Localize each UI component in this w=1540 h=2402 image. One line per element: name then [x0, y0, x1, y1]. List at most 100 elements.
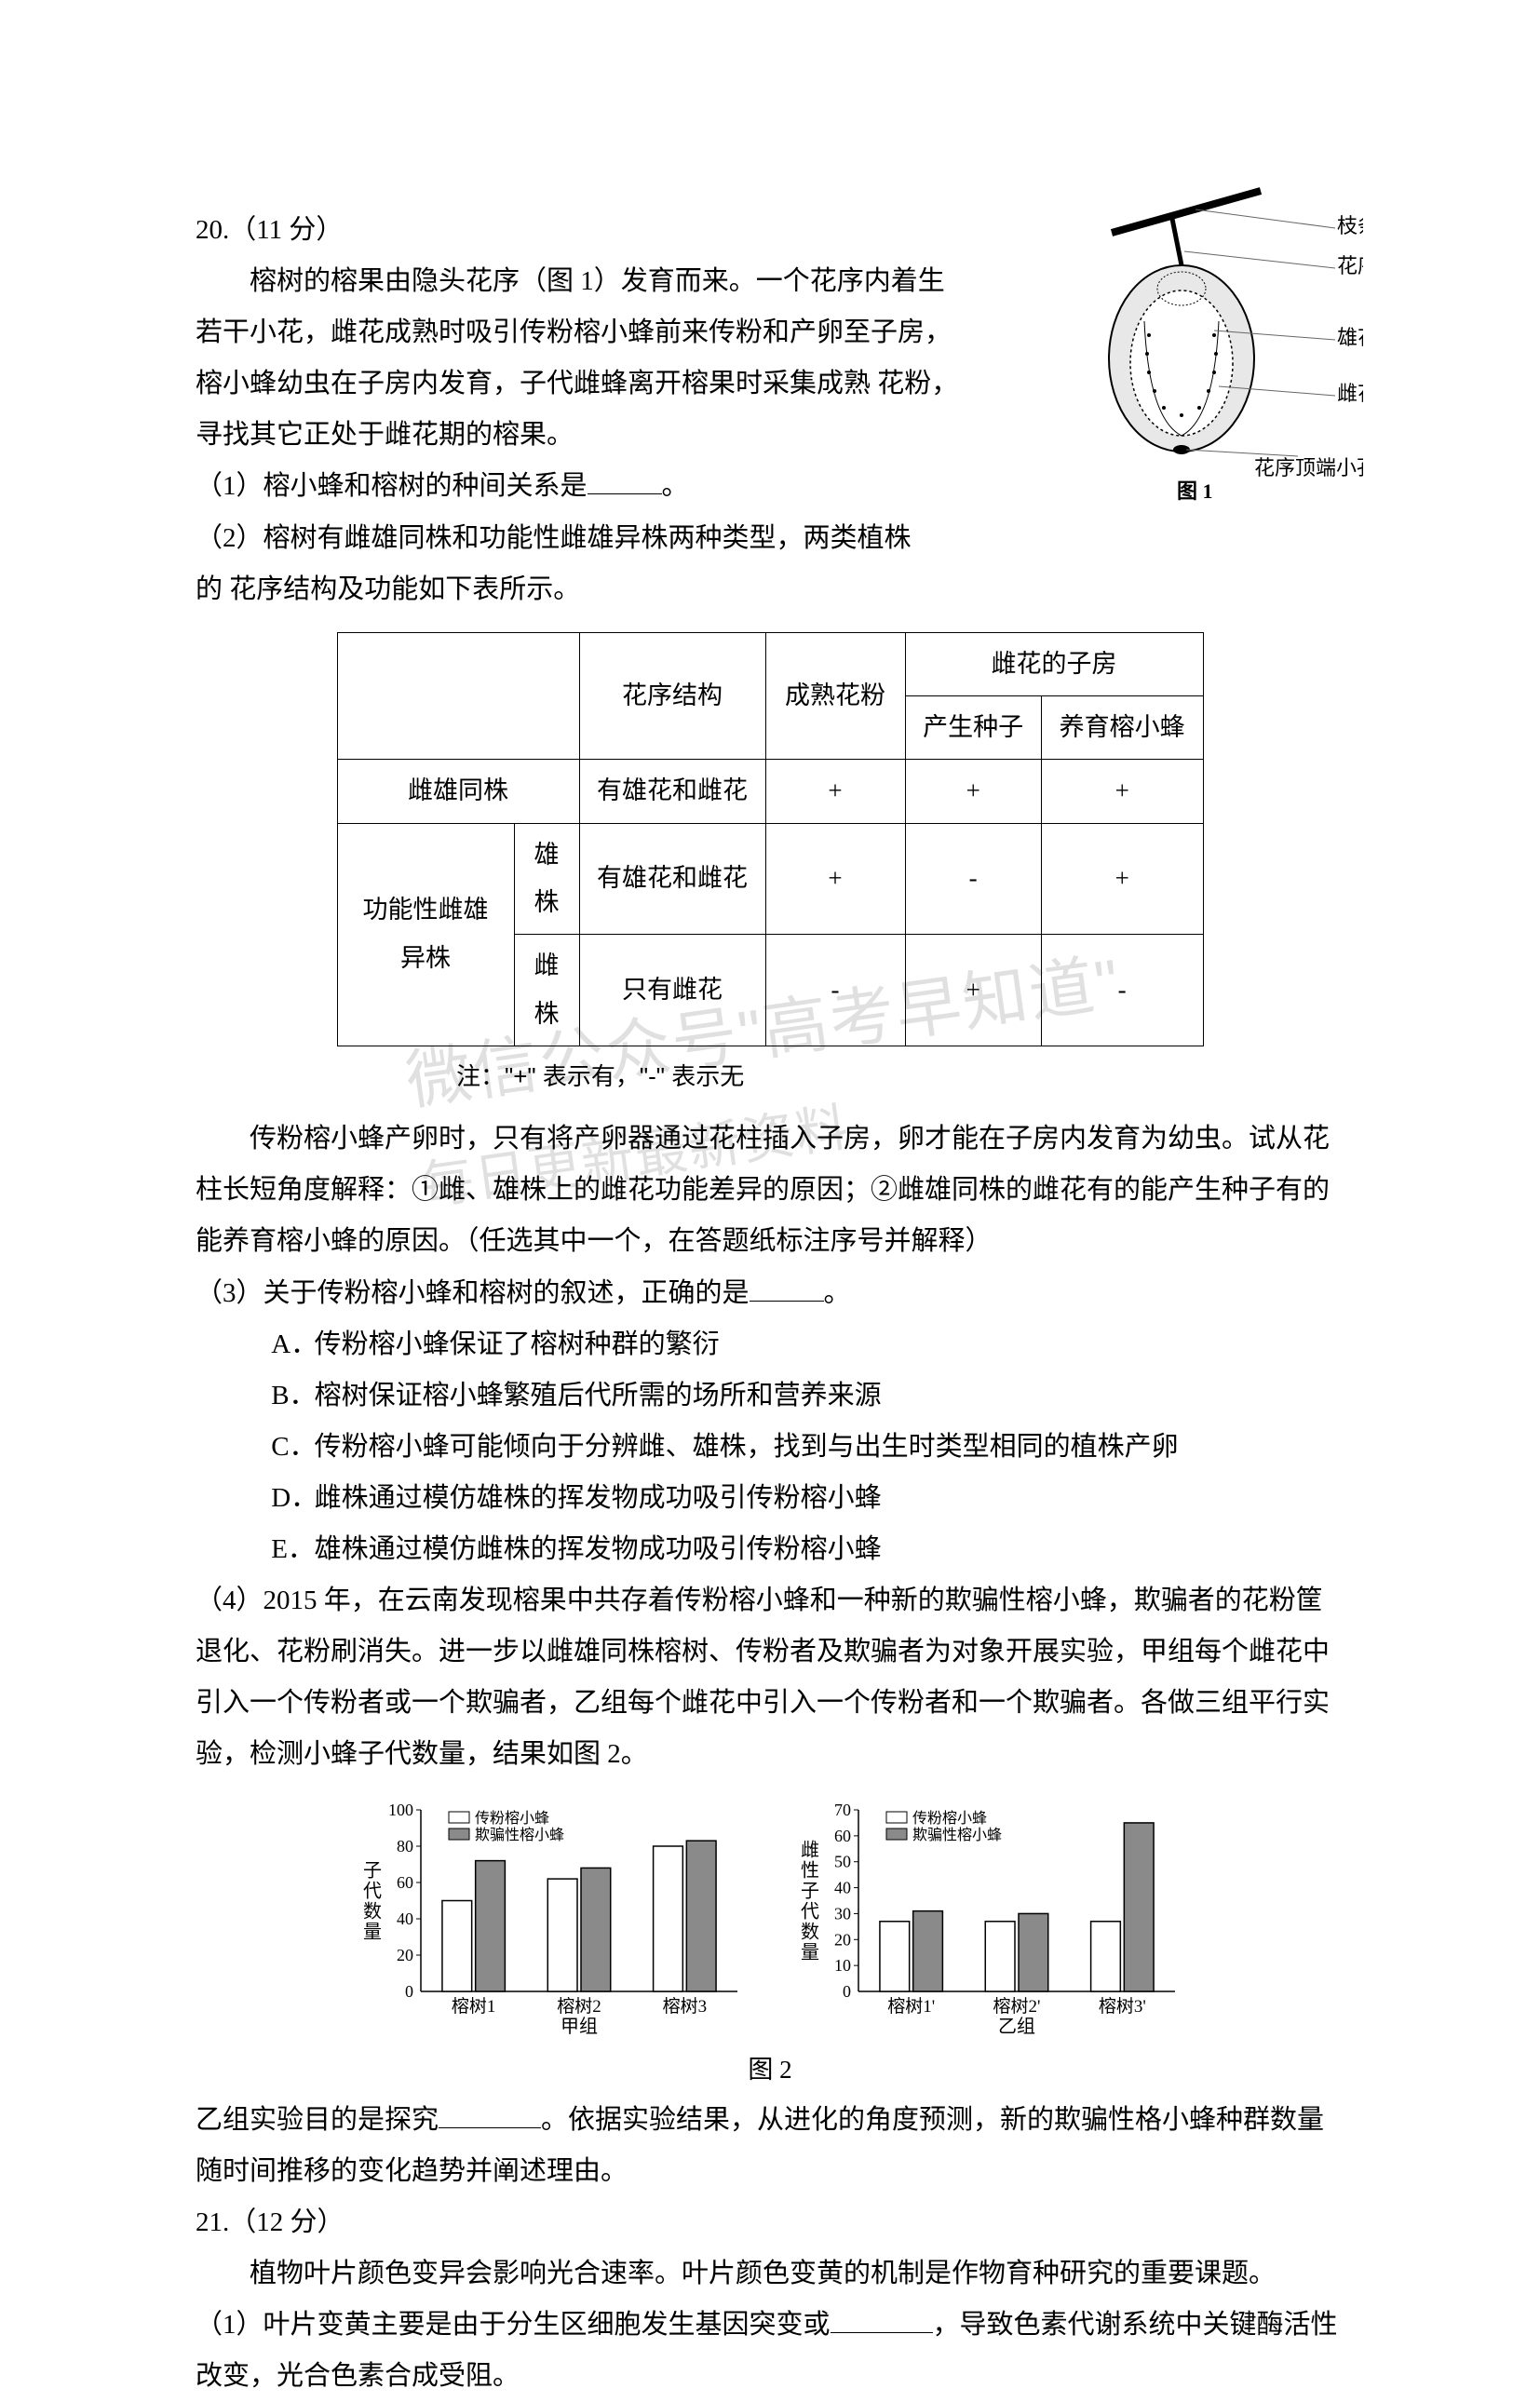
svg-text:传粉榕小蜂: 传粉榕小蜂: [912, 1810, 987, 1827]
fig1-label-hole: 花序顶端小孔: [1254, 456, 1363, 479]
q20-explain: 传粉榕小蜂产卵时，只有将产卵器通过花柱插入子房，卵才能在子房内发育为幼虫。试从花…: [196, 1113, 1344, 1267]
q20-q4: （4）2015 年，在云南发现榕果中共存着传粉榕小蜂和一种新的欺骗性榕小蜂，欺骗…: [196, 1575, 1344, 1780]
q21-q1-pre: （1）叶片变黄主要是由于分生区细胞发生基因突变或: [196, 2310, 831, 2340]
svg-text:20: 20: [397, 1946, 413, 1964]
svg-text:0: 0: [843, 1982, 851, 2001]
svg-text:20: 20: [834, 1931, 851, 1950]
q20-optA: A．传粉榕小蜂保证了榕树种群的繁衍: [228, 1319, 1344, 1370]
svg-text:榕树1': 榕树1': [887, 1996, 935, 2017]
q21-p1: 植物叶片颜色变异会影响光合速率。叶片颜色变黄的机制是作物育种研究的重要课题。: [196, 2248, 1344, 2300]
r1c5: +: [1041, 760, 1203, 823]
r2c1: 功能性雌雄异株: [337, 823, 514, 1046]
svg-text:40: 40: [834, 1879, 851, 1897]
svg-text:代: 代: [363, 1881, 382, 1902]
q20-p1: 榕树的榕果由隐头花序（图 1）发育而来。一个花序内着生若干小花，雌花成熟时吸引传…: [196, 256, 968, 461]
svg-text:雌: 雌: [801, 1840, 819, 1861]
fig1-label-female: 雌花: [1337, 382, 1363, 405]
th-pollen: 成熟花粉: [765, 632, 905, 760]
svg-text:榕树2': 榕树2': [993, 1996, 1041, 2017]
svg-text:欺骗性榕小蜂: 欺骗性榕小蜂: [912, 1827, 1002, 1843]
fig1-label-branch: 枝条: [1337, 214, 1363, 237]
r2c5b: -: [1041, 935, 1203, 1046]
q20-q2-line2: 的 花序结构及功能如下表所示。: [196, 564, 1344, 615]
svg-text:乙组: 乙组: [998, 2016, 1035, 2037]
svg-text:50: 50: [834, 1853, 851, 1871]
q20-q1-pre: （1）榕小蜂和榕树的种间关系是: [196, 471, 588, 501]
svg-text:30: 30: [834, 1905, 851, 1923]
q20-q1-blank: [588, 467, 662, 494]
chart-b: 10 20 30 40 50 60 70 0 雌性子代数量榕树1' 榕树2' 榕树3' 乙组 传粉榕小蜂…: [793, 1791, 1184, 2043]
figure-2: 204060801000子代数量榕树1榕树2榕树3甲组传粉榕小蜂欺骗性榕小蜂 1…: [196, 1791, 1344, 2043]
svg-text:数: 数: [363, 1901, 382, 1923]
th-raise: 养育榕小蜂: [1041, 696, 1203, 760]
fig1-label-male: 雄花: [1337, 326, 1363, 349]
svg-text:60: 60: [834, 1827, 851, 1845]
svg-text:数: 数: [801, 1922, 819, 1943]
q21-number: 21.（12 分）: [196, 2197, 1344, 2248]
q20-q3-pre: （3）关于传粉榕小蜂和榕树的叙述，正确的是: [196, 1278, 750, 1308]
figure-1-svg: 枝条 花序柄 雄花 雌花: [1056, 177, 1363, 512]
th-ovary: 雌花的子房: [905, 632, 1203, 695]
r1c1: 雌雄同株: [337, 760, 579, 823]
svg-text:40: 40: [397, 1909, 413, 1928]
q20-optB: B．榕树保证榕小蜂繁殖后代所需的场所和营养来源: [228, 1370, 1344, 1422]
q20-q4-tail: 乙组实验目的是探究。依据实验结果，从进化的角度预测，新的欺骗性格小蜂种群数量随时…: [196, 2095, 1344, 2197]
q20-optA-text: 传粉榕小蜂保证了榕树种群的繁衍: [315, 1329, 720, 1359]
r1c2: 有雄花和雌花: [579, 760, 765, 823]
svg-text:10: 10: [834, 1957, 851, 1976]
table-note: 注："+" 表示有，"-" 表示无: [456, 1054, 1344, 1100]
q20-section: 20.（11 分） 榕树的榕果由隐头花序（图 1）发育而来。一个花序内着生若干小…: [196, 205, 1344, 615]
r2c2b: 只有雌花: [579, 935, 765, 1046]
svg-text:榕树2: 榕树2: [557, 1996, 601, 2017]
svg-text:榕树3: 榕树3: [663, 1996, 708, 2017]
svg-text:榕树1: 榕树1: [452, 1996, 496, 2017]
r1c3: +: [765, 760, 905, 823]
svg-text:甲组: 甲组: [561, 2016, 598, 2037]
figure-2-caption: 图 2: [196, 2046, 1344, 2094]
svg-text:榕树3': 榕树3': [1099, 1996, 1146, 2017]
q20-optD: D．雌株通过模仿雄株的挥发物成功吸引传粉榕小蜂: [228, 1473, 1344, 1524]
figure-1: 枝条 花序柄 雄花 雌花: [1056, 177, 1363, 512]
svg-text:性: 性: [801, 1860, 819, 1882]
q20-optD-text: 雌株通过模仿雄株的挥发物成功吸引传粉榕小蜂: [315, 1483, 882, 1513]
q21-q1: （1）叶片变黄主要是由于分生区细胞发生基因突变或，导致色素代谢系统中关键酶活性改…: [196, 2300, 1344, 2402]
svg-text:量: 量: [801, 1943, 819, 1963]
r2c1b: 雌株: [514, 935, 579, 1046]
q20-table: 花序结构 成熟花粉 雌花的子房 产生种子 养育榕小蜂 雌雄同株 有雄花和雌花 +…: [337, 632, 1204, 1046]
svg-text:70: 70: [834, 1801, 851, 1819]
q20-q2-line1: （2）榕树有雌雄同株和功能性雌雄异株两种类型，两类植株: [196, 513, 968, 564]
q20-optE-text: 雄株通过模仿雌株的挥发物成功吸引传粉榕小蜂: [315, 1534, 882, 1564]
svg-text:传粉榕小蜂: 传粉榕小蜂: [475, 1810, 549, 1827]
r2c4a: -: [905, 823, 1041, 935]
q21-q1-blank: [831, 2306, 933, 2333]
fig1-label-stalk: 花序柄: [1337, 254, 1363, 277]
svg-text:60: 60: [397, 1873, 413, 1892]
q20-optB-text: 榕树保证榕小蜂繁殖后代所需的场所和营养来源: [315, 1381, 882, 1410]
r2c2a: 有雄花和雌花: [579, 823, 765, 935]
fig1-caption: 图 1: [1177, 479, 1213, 503]
q20-q3-post: 。: [824, 1278, 851, 1308]
q20-optC-text: 传粉榕小蜂可能倾向于分辨雌、雄株，找到与出生时类型相同的植株产卵: [315, 1432, 1179, 1462]
svg-text:0: 0: [405, 1982, 413, 2001]
svg-text:量: 量: [363, 1923, 382, 1943]
r2c1a: 雄株: [514, 823, 579, 935]
svg-text:子: 子: [363, 1861, 382, 1882]
r2c3a: +: [765, 823, 905, 935]
svg-text:子: 子: [801, 1882, 819, 1902]
q20-q3: （3）关于传粉榕小蜂和榕树的叙述，正确的是 。: [196, 1268, 1344, 1319]
q20-q3-blank: [750, 1275, 824, 1302]
th-flowerstruct: 花序结构: [579, 632, 765, 760]
q20-optC: C．传粉榕小蜂可能倾向于分辨雌、雄株，找到与出生时类型相同的植株产卵: [228, 1422, 1344, 1473]
q20-q4-tail-pre: 乙组实验目的是探究: [196, 2105, 439, 2135]
svg-text:欺骗性榕小蜂: 欺骗性榕小蜂: [475, 1827, 564, 1843]
q20-q4-tail-blank: [439, 2101, 541, 2128]
q20-optE: E．雄株通过模仿雌株的挥发物成功吸引传粉榕小蜂: [228, 1524, 1344, 1575]
chart-a: 20 40 60 80 100 0 子代数量榕树1 榕树2 榕树3 甲组 传粉榕小蜂欺骗性榕小蜂: [356, 1791, 747, 2043]
r2c5a: +: [1041, 823, 1203, 935]
svg-text:代: 代: [801, 1901, 819, 1923]
r2c4b: +: [905, 935, 1041, 1046]
svg-text:100: 100: [388, 1801, 413, 1819]
q20-q1: （1）榕小蜂和榕树的种间关系是。: [196, 461, 968, 512]
th-seed: 产生种子: [905, 696, 1041, 760]
svg-text:80: 80: [397, 1837, 413, 1855]
